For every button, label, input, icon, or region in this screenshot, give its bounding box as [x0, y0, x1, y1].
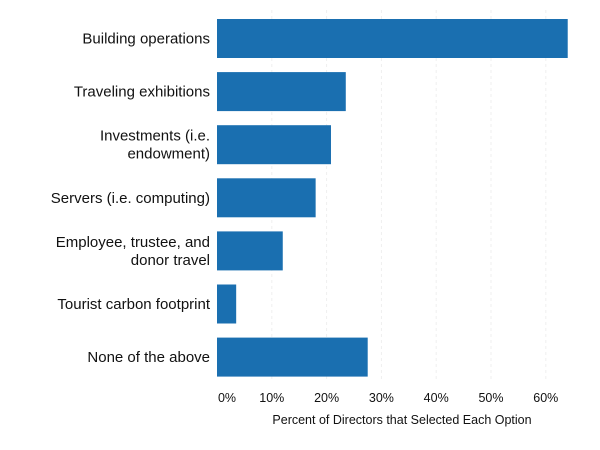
category-label: Employee, trustee, and: [56, 234, 210, 251]
x-tick-label: 10%: [259, 391, 284, 405]
x-axis-title: Percent of Directors that Selected Each …: [272, 413, 531, 427]
bar: [217, 231, 283, 271]
bar: [217, 72, 346, 112]
x-tick-label: 20%: [314, 391, 339, 405]
category-label: Servers (i.e. computing): [51, 190, 210, 207]
category-label: None of the above: [87, 349, 210, 366]
bar: [217, 337, 368, 377]
bar: [217, 19, 568, 58]
category-labels: Building operations Traveling exhibitions…: [51, 31, 211, 367]
category-label: Building operations: [82, 31, 210, 48]
bar: [217, 125, 331, 165]
x-tick-label: 30%: [369, 391, 394, 405]
category-label: Investments (i.e.: [100, 128, 210, 145]
category-label: Tourist carbon footprint: [57, 296, 210, 313]
bar: [217, 284, 237, 324]
category-label: endowment): [127, 146, 210, 163]
x-tick-label: 0%: [218, 391, 236, 405]
category-label: Traveling exhibitions: [74, 84, 210, 101]
bar: [217, 178, 316, 218]
x-tick-label: 50%: [478, 391, 503, 405]
x-axis-ticks: 0% 10% 20% 30% 40% 50% 60%: [218, 391, 558, 405]
category-label: donor travel: [131, 252, 210, 269]
x-tick-label: 60%: [533, 391, 558, 405]
x-tick-label: 40%: [424, 391, 449, 405]
bars: [217, 19, 568, 377]
